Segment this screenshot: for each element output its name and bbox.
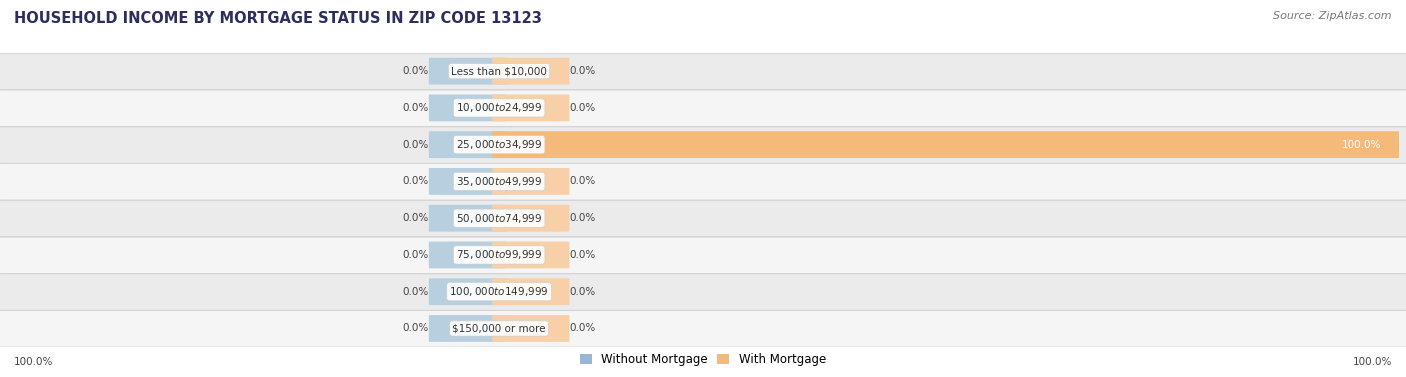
Text: 0.0%: 0.0% [569, 66, 596, 76]
Text: Source: ZipAtlas.com: Source: ZipAtlas.com [1274, 11, 1392, 21]
Text: 0.0%: 0.0% [402, 287, 429, 297]
FancyBboxPatch shape [0, 200, 1406, 237]
Text: 0.0%: 0.0% [402, 250, 429, 260]
Text: $10,000 to $24,999: $10,000 to $24,999 [456, 101, 543, 114]
FancyBboxPatch shape [0, 127, 1406, 163]
Text: 0.0%: 0.0% [402, 323, 429, 334]
FancyBboxPatch shape [0, 164, 1406, 200]
FancyBboxPatch shape [0, 237, 1406, 273]
FancyBboxPatch shape [429, 58, 506, 84]
Text: $75,000 to $99,999: $75,000 to $99,999 [456, 248, 543, 261]
FancyBboxPatch shape [0, 53, 1406, 90]
FancyBboxPatch shape [492, 58, 569, 84]
FancyBboxPatch shape [429, 205, 506, 231]
FancyBboxPatch shape [0, 90, 1406, 126]
Legend: Without Mortgage, With Mortgage: Without Mortgage, With Mortgage [575, 349, 831, 371]
Text: 0.0%: 0.0% [569, 250, 596, 260]
Text: 0.0%: 0.0% [569, 103, 596, 113]
Text: $25,000 to $34,999: $25,000 to $34,999 [456, 138, 543, 151]
Text: 0.0%: 0.0% [569, 323, 596, 334]
Text: HOUSEHOLD INCOME BY MORTGAGE STATUS IN ZIP CODE 13123: HOUSEHOLD INCOME BY MORTGAGE STATUS IN Z… [14, 11, 541, 26]
FancyBboxPatch shape [492, 168, 569, 195]
FancyBboxPatch shape [0, 274, 1406, 310]
FancyBboxPatch shape [492, 242, 569, 268]
FancyBboxPatch shape [429, 95, 506, 121]
FancyBboxPatch shape [429, 315, 506, 342]
FancyBboxPatch shape [429, 242, 506, 268]
Text: 100.0%: 100.0% [14, 357, 53, 367]
FancyBboxPatch shape [492, 278, 569, 305]
Text: 0.0%: 0.0% [402, 176, 429, 187]
Text: 100.0%: 100.0% [1353, 357, 1392, 367]
FancyBboxPatch shape [0, 311, 1406, 347]
Text: $100,000 to $149,999: $100,000 to $149,999 [450, 285, 548, 298]
Text: 0.0%: 0.0% [569, 176, 596, 187]
Text: 0.0%: 0.0% [569, 213, 596, 223]
Text: 100.0%: 100.0% [1341, 139, 1381, 150]
FancyBboxPatch shape [429, 131, 506, 158]
FancyBboxPatch shape [492, 95, 569, 121]
Text: 0.0%: 0.0% [402, 139, 429, 150]
Text: 0.0%: 0.0% [402, 103, 429, 113]
FancyBboxPatch shape [492, 315, 569, 342]
Text: 0.0%: 0.0% [402, 66, 429, 76]
Text: $50,000 to $74,999: $50,000 to $74,999 [456, 212, 543, 225]
FancyBboxPatch shape [492, 205, 569, 231]
Text: 0.0%: 0.0% [569, 287, 596, 297]
Text: $150,000 or more: $150,000 or more [453, 323, 546, 334]
Text: $35,000 to $49,999: $35,000 to $49,999 [456, 175, 543, 188]
Text: 0.0%: 0.0% [402, 213, 429, 223]
FancyBboxPatch shape [429, 278, 506, 305]
Text: Less than $10,000: Less than $10,000 [451, 66, 547, 76]
FancyBboxPatch shape [429, 168, 506, 195]
FancyBboxPatch shape [492, 131, 1399, 158]
